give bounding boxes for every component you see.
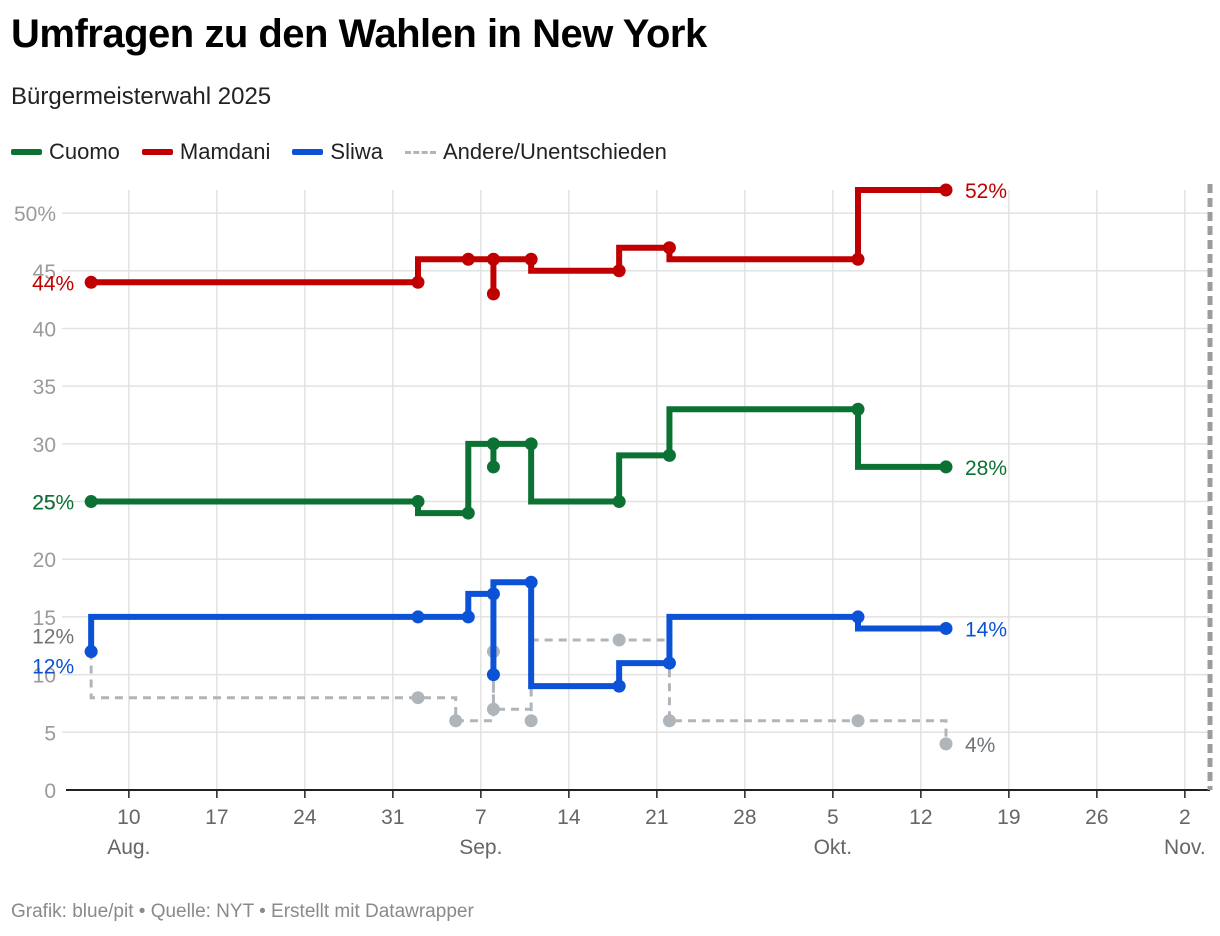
x-tick-label: 2 (1179, 806, 1191, 829)
data-point-sliwa (851, 610, 865, 624)
data-point-andere-unentschieden (411, 691, 425, 705)
legend-swatch-sliwa (292, 149, 324, 155)
chart-title: Umfragen zu den Wahlen in New York (11, 12, 707, 56)
legend-label-sliwa: Sliwa (330, 139, 383, 164)
x-tick-label: 19 (997, 806, 1020, 829)
data-point-cuomo (84, 495, 98, 509)
data-point-mamdani (939, 183, 953, 197)
data-point-andere-unentschieden (524, 714, 538, 728)
x-tick-label: 14 (557, 806, 581, 829)
start-label-sliwa: 12% (32, 656, 74, 679)
x-month-label: Aug. (107, 836, 150, 859)
series-sliwa: 12% 14% (32, 575, 1007, 693)
data-point-andere-unentschieden (449, 714, 463, 728)
data-point-sliwa (461, 610, 475, 624)
legend-label-mamdani: Mamdani (179, 139, 271, 164)
line-chart: 0 5 10 15 20 25 30 35 40 45 50% 10 17 24 31 7 14 21 28 5 12 1… (14, 180, 1213, 859)
data-point-sliwa (939, 621, 953, 635)
series-andere-unentschieden: 12% 4% (32, 626, 995, 757)
legend-label-andere: Andere/Unentschieden (442, 139, 667, 164)
data-point-cuomo (461, 506, 475, 520)
y-tick-label: 30 (33, 434, 56, 457)
data-point-cuomo (662, 448, 676, 462)
data-point-cuomo (411, 495, 425, 509)
data-point-sliwa (84, 645, 98, 659)
series-line-sliwa (88, 579, 946, 690)
start-label-andere-unentschieden: 12% (32, 626, 74, 649)
y-tick-label: 10 (33, 665, 56, 688)
data-point-mamdani (612, 264, 626, 278)
data-point-mamdani (84, 275, 98, 289)
series-line-mamdani (91, 187, 946, 294)
end-label-andere-unentschieden: 4% (965, 734, 995, 757)
data-point-sliwa (411, 610, 425, 624)
x-tick-label: 10 (117, 806, 140, 829)
x-tick-label: 31 (381, 806, 404, 829)
data-point-andere-unentschieden (486, 702, 500, 716)
chart-legend: Cuomo Mamdani Sliwa Andere/Unentschieden (11, 139, 667, 165)
legend-item-mamdani: Mamdani (141, 139, 271, 165)
y-tick-label: 50% (14, 203, 56, 226)
start-label-cuomo: 25% (32, 492, 74, 515)
x-tick-label: 7 (475, 806, 487, 829)
data-point-sliwa (524, 575, 538, 589)
data-point-mamdani (486, 252, 500, 266)
data-point-mamdani (411, 275, 425, 289)
y-tick-label: 45 (33, 261, 56, 284)
legend-swatch-cuomo (11, 149, 42, 155)
data-point-andere-unentschieden (662, 714, 676, 728)
x-tick-label: 28 (733, 806, 756, 829)
series-line-cuomo (91, 406, 946, 517)
legend-label-cuomo: Cuomo (49, 139, 120, 164)
series-line-andere-unentschieden (89, 638, 948, 744)
data-point-sliwa (612, 679, 626, 693)
data-point-andere-unentschieden (939, 737, 953, 751)
chart-subtitle: Bürgermeisterwahl 2025 (11, 83, 272, 110)
y-tick-label: 15 (33, 607, 56, 630)
data-point-cuomo (486, 437, 500, 451)
end-label-mamdani: 52% (965, 180, 1007, 203)
y-tick-label: 35 (33, 376, 56, 399)
start-label-mamdani: 44% (32, 272, 74, 295)
footer-credit: Grafik: blue/pit • Quelle: NYT • Erstell… (11, 901, 474, 922)
legend-swatch-mamdani (141, 149, 173, 155)
legend-item-cuomo: Cuomo (11, 139, 120, 165)
data-point-andere-unentschieden (851, 714, 865, 728)
legend-swatch-andere (404, 150, 436, 154)
x-tick-label: 12 (909, 806, 932, 829)
data-point-mamdani (662, 241, 676, 255)
data-point-andere-unentschieden (612, 633, 626, 647)
data-point-mamdani (486, 287, 500, 301)
y-tick-label: 25 (33, 492, 56, 515)
data-point-mamdani (851, 252, 865, 266)
x-month-label: Okt. (814, 836, 853, 859)
y-tick-label: 5 (44, 722, 56, 745)
x-tick-label: 26 (1085, 806, 1108, 829)
data-point-sliwa (486, 668, 500, 682)
legend-item-andere: Andere/Unentschieden (404, 139, 667, 165)
data-point-sliwa (486, 587, 500, 601)
legend-item-sliwa: Sliwa (292, 139, 383, 165)
x-month-label: Nov. (1164, 836, 1206, 859)
data-point-cuomo (486, 460, 500, 474)
data-point-cuomo (612, 495, 626, 509)
series-mamdani: 44% 52% (32, 180, 1007, 301)
y-tick-label: 0 (44, 780, 56, 803)
y-tick-label: 20 (33, 549, 56, 572)
data-point-cuomo (851, 402, 865, 416)
end-label-cuomo: 28% (965, 457, 1007, 480)
end-label-sliwa: 14% (965, 618, 1007, 641)
data-point-mamdani (524, 252, 538, 266)
data-point-cuomo (939, 460, 953, 474)
y-tick-label: 40 (33, 318, 56, 341)
data-point-mamdani (461, 252, 475, 266)
data-point-sliwa (662, 656, 676, 670)
data-point-cuomo (524, 437, 538, 451)
x-tick-label: 17 (205, 806, 228, 829)
x-tick-label: 21 (645, 806, 668, 829)
series-cuomo: 25% 28% (32, 402, 1007, 520)
x-tick-label: 24 (293, 806, 317, 829)
x-month-label: Sep. (459, 836, 502, 859)
x-tick-label: 5 (827, 806, 839, 829)
